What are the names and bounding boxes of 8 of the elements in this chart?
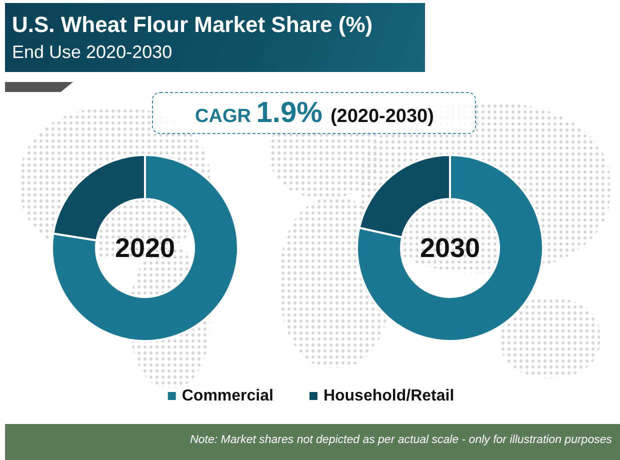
slice-label: 2020 — [114, 233, 176, 263]
legend-label: Commercial — [182, 388, 274, 404]
text: Note: Market shares not depicted as per actual scale - only for illustration purposes — [190, 434, 612, 446]
text: CAGR 1.9% (2020-2030) — [195, 97, 434, 129]
chart-title: U.S. Wheat Flour Market Share (%) — [12, 12, 373, 38]
legend-label: Household/Retail — [323, 388, 454, 404]
slice-label: 2030 — [420, 233, 480, 263]
chart-subtitle: End Use 2020-2030 — [12, 42, 172, 63]
